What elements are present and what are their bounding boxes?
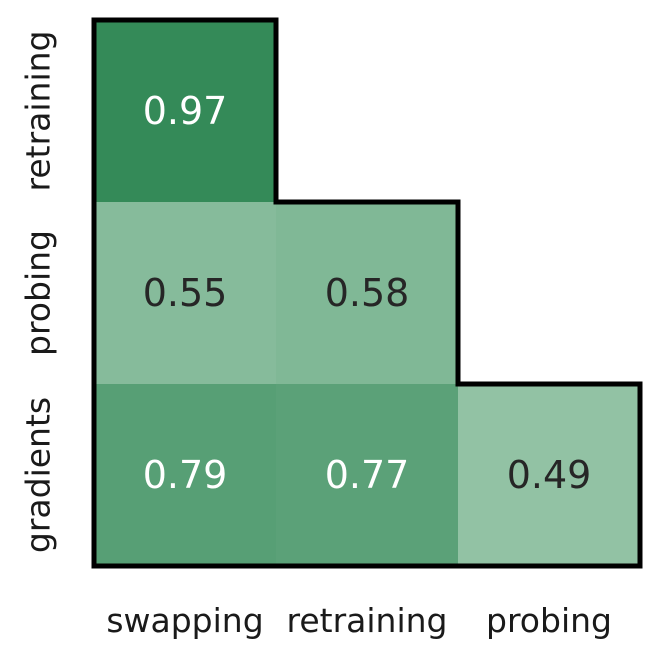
heatmap-cell-gradients-probing xyxy=(458,384,641,567)
x-axis-ticks: swapping retraining probing xyxy=(106,601,612,640)
heatmap-value-label: 0.97 xyxy=(143,89,228,133)
y-tick-label-retraining: retraining xyxy=(19,31,58,192)
heatmap-outline xyxy=(91,17,643,569)
heatmap-value-label: 0.55 xyxy=(143,271,228,315)
heatmap-cell-retraining-swapping xyxy=(94,20,277,203)
heatmap-value-label: 0.77 xyxy=(325,453,410,497)
y-axis-ticks: retraining probing gradients xyxy=(19,31,58,554)
x-tick-label-probing: probing xyxy=(486,601,612,640)
x-tick-label-retraining: retraining xyxy=(287,601,448,640)
heatmap-cells: 0.97 0.55 0.58 0.79 0.77 0.49 xyxy=(94,20,641,567)
heatmap-cell-gradients-retraining xyxy=(276,384,459,567)
heatmap-value-label: 0.58 xyxy=(325,271,410,315)
heatmap-cell-probing-retraining xyxy=(276,202,459,385)
heatmap-cell-gradients-swapping xyxy=(94,384,277,567)
x-tick-label-swapping: swapping xyxy=(106,601,263,640)
y-tick-label-probing: probing xyxy=(19,230,58,356)
heatmap-value-label: 0.49 xyxy=(507,453,592,497)
heatmap-cell-probing-swapping xyxy=(94,202,277,385)
heatmap-value-label: 0.79 xyxy=(143,453,228,497)
y-tick-label-gradients: gradients xyxy=(19,397,58,553)
